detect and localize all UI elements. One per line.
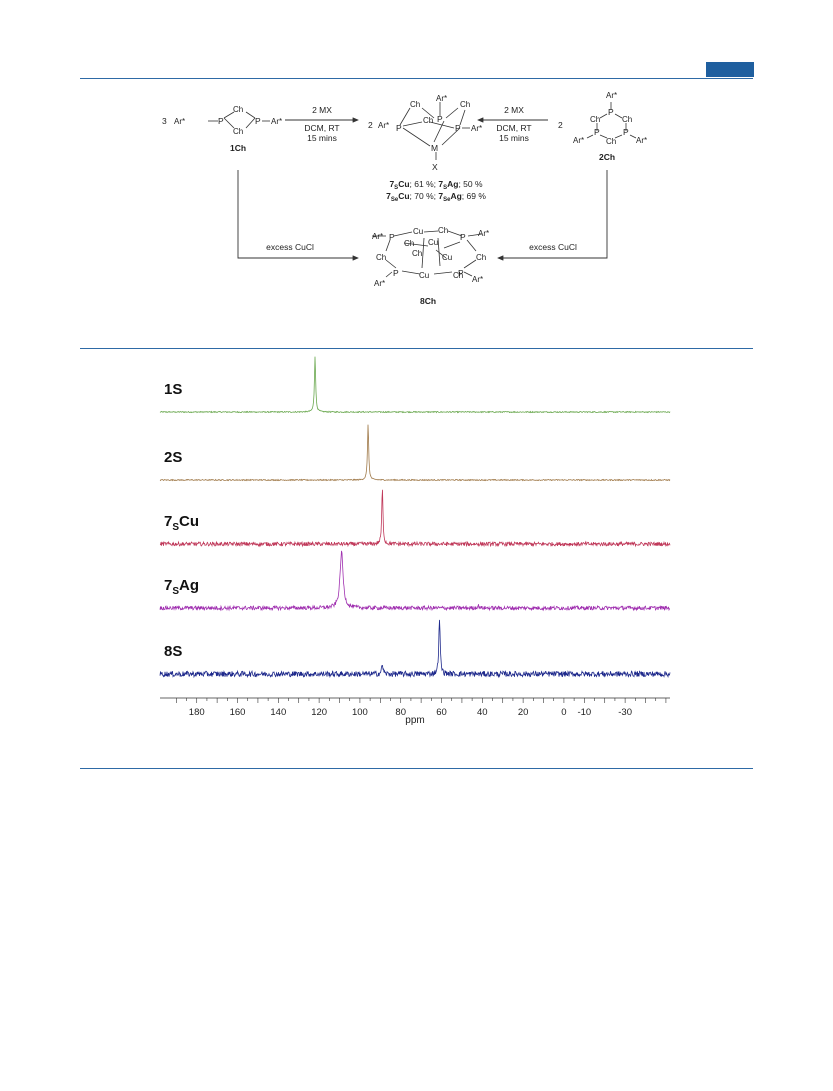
- atom-label: Ch: [404, 239, 414, 248]
- spectrum-label-7SCu: 7SCu: [164, 513, 199, 533]
- atom-label: Ar*: [606, 91, 617, 100]
- x-tick-label: 160: [230, 707, 246, 718]
- atom-label: Ch: [438, 226, 448, 235]
- atom-label: Cu: [428, 238, 438, 247]
- coefficient-right: 2: [558, 120, 563, 130]
- atom-label: Cu: [442, 253, 452, 262]
- atom-label: Ch: [423, 116, 433, 125]
- spectrum-label-2S: 2S: [164, 449, 182, 466]
- yield-row-1: 7SCu; 61 %; 7SAg; 50 %: [389, 179, 483, 191]
- spectrum-label-1S: 1S: [164, 381, 182, 398]
- atom-label: P: [460, 232, 466, 242]
- spectrum-trace-7SCu: [159, 489, 671, 548]
- atom-label: P: [255, 116, 261, 126]
- atom-label: Ar*: [271, 117, 282, 126]
- spectrum-label-8S: 8S: [164, 643, 182, 660]
- x-tick-label: 60: [436, 707, 447, 718]
- atom-label: Ar*: [472, 275, 483, 284]
- atom-label: P: [458, 268, 464, 278]
- x-tick-label: 0: [561, 707, 566, 718]
- atom-label: M: [431, 143, 438, 153]
- atom-label: P: [218, 116, 224, 126]
- conditions-left-2: 15 mins: [307, 133, 337, 143]
- coefficient-middle: 2: [368, 120, 373, 130]
- spectrum-7SCu: 7SCu: [159, 489, 671, 548]
- top-rule: [80, 78, 753, 79]
- atom-label: Ar*: [471, 124, 482, 133]
- x-tick-label: -10: [577, 707, 591, 718]
- x-tick-label: 80: [395, 707, 406, 718]
- x-tick-label: 20: [518, 707, 529, 718]
- atom-label: Ar*: [636, 136, 647, 145]
- spectrum-2S: 2S: [159, 424, 671, 482]
- excess-cucl-left: excess CuCl: [266, 242, 314, 252]
- atom-label: Ch: [476, 253, 486, 262]
- spectrum-7SAg: 7SAg: [159, 550, 671, 612]
- conditions-left-1: DCM, RT: [304, 123, 339, 133]
- atom-label: Ch: [233, 105, 243, 114]
- atom-label: P: [608, 107, 614, 117]
- atom-label: P: [623, 127, 629, 137]
- compound-label-2: 2Ch: [599, 152, 615, 162]
- x-tick-label: 140: [270, 707, 286, 718]
- spectrum-1S: 1S: [159, 356, 671, 414]
- compound-label-1: 1Ch: [230, 143, 246, 153]
- spectrum-trace-1S: [159, 356, 671, 414]
- atom-label: Ch: [590, 115, 600, 124]
- x-tick-label: -30: [618, 707, 632, 718]
- atom-label: Ch: [410, 100, 420, 109]
- x-tick-label: 100: [352, 707, 368, 718]
- atom-label: Ar*: [573, 136, 584, 145]
- compound-label-8: 8Ch: [420, 296, 436, 306]
- atom-label: X: [432, 162, 438, 172]
- x-tick-label: 120: [311, 707, 327, 718]
- middle-rule: [80, 348, 753, 349]
- atom-label: Cu: [419, 271, 429, 280]
- atom-label: P: [396, 123, 402, 133]
- atom-label: Ar*: [372, 232, 383, 241]
- reagent-left: 2 MX: [312, 105, 332, 115]
- atom-label: Ch: [412, 249, 422, 258]
- spectrum-label-7SAg: 7SAg: [164, 577, 199, 597]
- atom-label: Ar*: [174, 117, 185, 126]
- atom-label: Ar*: [378, 121, 389, 130]
- coefficient-left: 3: [162, 116, 167, 126]
- spectrum-trace-2S: [159, 424, 671, 482]
- page-tab-marker: [706, 62, 754, 77]
- atom-label: Ch: [233, 127, 243, 136]
- reagent-right: 2 MX: [504, 105, 524, 115]
- atom-label: Ar*: [374, 279, 385, 288]
- spectrum-trace-8S: [159, 619, 671, 679]
- x-tick-label: 180: [189, 707, 205, 718]
- atom-label: Ch: [606, 137, 616, 146]
- spectrum-trace-7SAg: [159, 550, 671, 612]
- conditions-right-1: DCM, RT: [496, 123, 531, 133]
- atom-label: Ch: [460, 100, 470, 109]
- conditions-right-2: 15 mins: [499, 133, 529, 143]
- atom-label: P: [594, 127, 600, 137]
- atom-label: P: [455, 123, 461, 133]
- atom-label: Ch: [453, 271, 463, 280]
- excess-cucl-right: excess CuCl: [529, 242, 577, 252]
- atom-label: P: [389, 232, 395, 242]
- atom-label: P: [393, 268, 399, 278]
- yield-row-2: 7SeCu; 70 %; 7SeAg; 69 %: [386, 191, 486, 203]
- atom-label: Ch: [622, 115, 632, 124]
- spectrum-8S: 8S: [159, 619, 671, 679]
- atom-label: P: [437, 114, 443, 124]
- atom-label: Ar*: [478, 229, 489, 238]
- reaction-scheme: 2 MX DCM, RT 15 mins 2 MX DCM, RT 15 min…: [162, 91, 647, 306]
- atom-label: Cu: [413, 227, 423, 236]
- atom-label: Ch: [376, 253, 386, 262]
- bottom-rule: [80, 768, 753, 769]
- x-tick-label: 40: [477, 707, 488, 718]
- x-axis-label: ppm: [405, 715, 424, 726]
- atom-label: Ar*: [436, 94, 447, 103]
